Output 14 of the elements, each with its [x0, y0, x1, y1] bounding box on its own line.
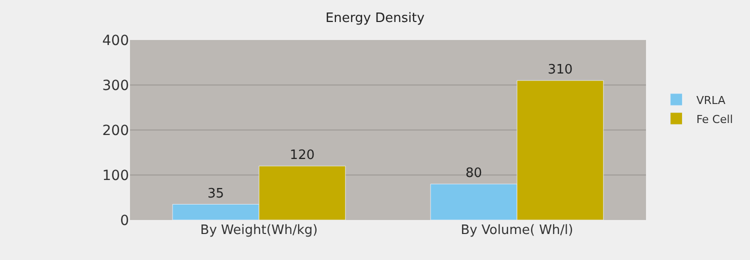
data-label: 35: [208, 186, 224, 202]
legend-label: Fe Cell: [696, 112, 733, 126]
x-tick-label: By Weight(Wh/kg): [200, 223, 318, 238]
x-tick-label: By Volume( Wh/l): [460, 223, 574, 238]
y-tick-label: 400: [102, 32, 129, 49]
legend-label: VRLA: [696, 94, 726, 107]
y-tick-label: 300: [102, 78, 129, 94]
chart-title: Energy Density: [325, 11, 425, 26]
data-label: 310: [548, 62, 573, 78]
y-tick-label: 200: [102, 122, 129, 139]
y-tick-label: 0: [120, 212, 129, 229]
y-tick-label: 100: [102, 168, 129, 184]
data-label: 120: [290, 148, 315, 163]
data-label: 80: [466, 166, 482, 181]
